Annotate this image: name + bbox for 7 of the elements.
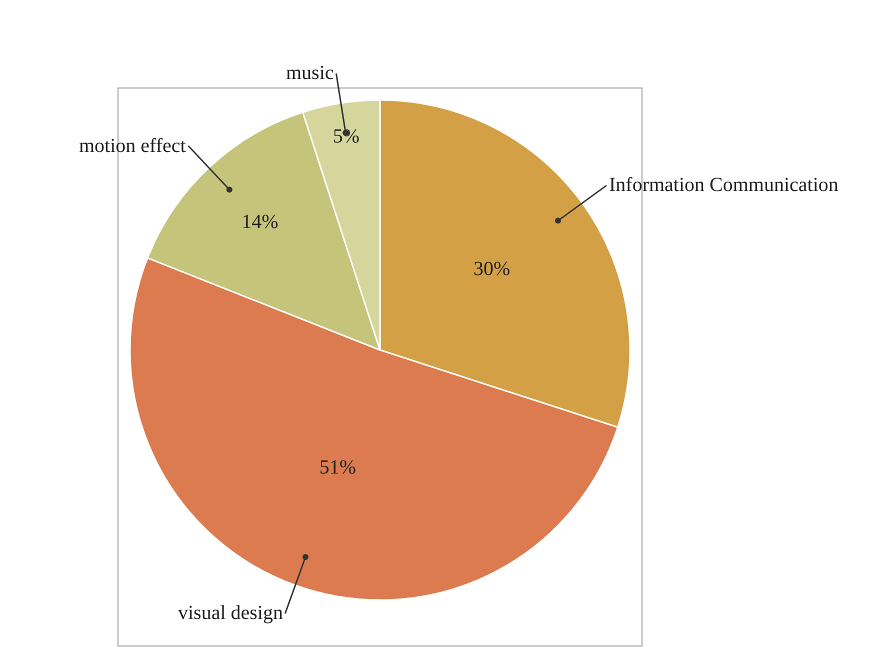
data-label: 30% xyxy=(473,258,510,280)
data-label: 51% xyxy=(319,456,356,479)
data-label: 14% xyxy=(242,211,278,234)
slice-label: Information Communication xyxy=(609,174,838,196)
slice-label: motion effect xyxy=(79,135,186,157)
slice-label: visual design xyxy=(178,602,283,624)
slice-label: music xyxy=(286,62,334,84)
